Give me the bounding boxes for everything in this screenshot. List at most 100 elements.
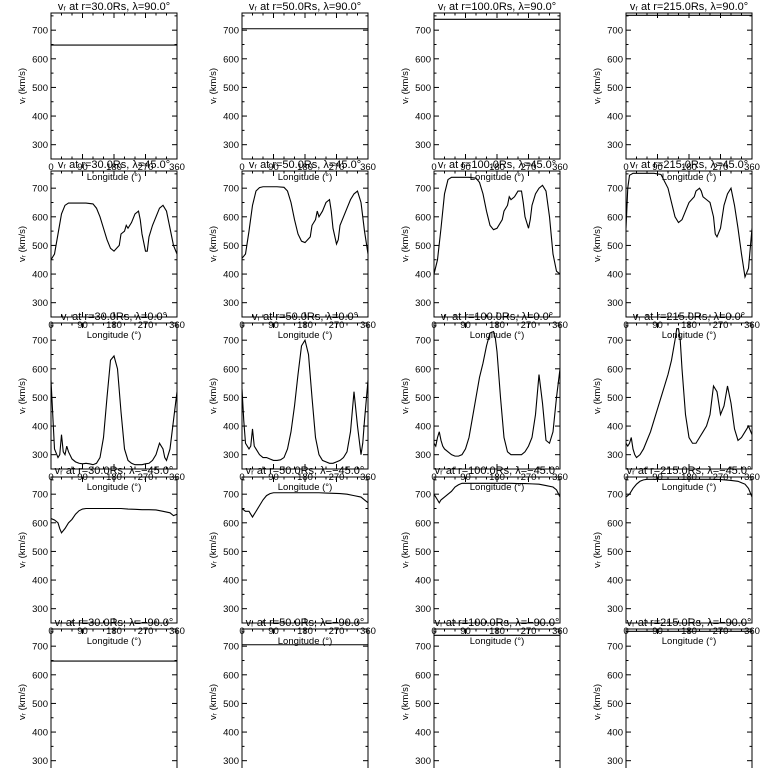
panel-title: vᵣ at r=215.0Rs, λ=0.0° bbox=[633, 311, 745, 323]
y-tick-label: 600 bbox=[607, 518, 623, 529]
y-axis-label: vᵣ (km/s) bbox=[400, 226, 411, 262]
y-tick-label: 500 bbox=[223, 547, 239, 558]
panel-title: vᵣ at r=30.0Rs, λ=−45.0° bbox=[55, 465, 174, 477]
plot-frame bbox=[625, 628, 753, 773]
x-axis-label: Longitude (°) bbox=[87, 172, 142, 183]
panel-1-3: vᵣ at r=100.0Rs, λ=90.0° 0 90 180 270 360 300 4… bbox=[400, 1, 568, 183]
x-tick-label: 180 bbox=[297, 162, 313, 173]
series-line bbox=[434, 330, 560, 457]
x-tick-label: 90 bbox=[460, 162, 471, 173]
x-tick-label: 270 bbox=[329, 162, 345, 173]
x-tick-label: 0 bbox=[239, 162, 244, 173]
plot-frame bbox=[625, 476, 753, 624]
y-tick-label: 400 bbox=[415, 728, 431, 739]
y-tick-label: 700 bbox=[415, 642, 431, 653]
series-line bbox=[51, 354, 177, 466]
x-tick-label: 90 bbox=[77, 162, 88, 173]
series-line bbox=[51, 202, 177, 261]
plot-frame bbox=[50, 476, 178, 624]
plot-frame bbox=[50, 322, 178, 470]
y-tick-label: 700 bbox=[32, 26, 48, 37]
y-tick-label: 600 bbox=[607, 364, 623, 375]
y-tick-label: 300 bbox=[607, 604, 623, 615]
y-axis-label: vᵣ (km/s) bbox=[400, 68, 411, 104]
y-tick-label: 500 bbox=[415, 83, 431, 94]
y-tick-label: 400 bbox=[32, 422, 48, 433]
plot-frame bbox=[433, 628, 561, 773]
x-tick-label: 90 bbox=[652, 162, 663, 173]
y-tick-label: 300 bbox=[32, 298, 48, 309]
series-line bbox=[242, 492, 368, 519]
y-tick-label: 500 bbox=[607, 83, 623, 94]
series-line bbox=[242, 186, 368, 259]
plot-frame bbox=[433, 322, 561, 470]
y-tick-label: 700 bbox=[32, 642, 48, 653]
x-axis-label: Longitude (°) bbox=[470, 482, 525, 493]
x-axis-label: Longitude (°) bbox=[87, 636, 142, 647]
y-tick-label: 300 bbox=[32, 604, 48, 615]
x-axis-label: Longitude (°) bbox=[278, 636, 333, 647]
y-tick-label: 400 bbox=[223, 576, 239, 587]
y-axis-label: vᵣ (km/s) bbox=[17, 68, 28, 104]
y-axis-label: vᵣ (km/s) bbox=[17, 378, 28, 414]
y-axis-label: vᵣ (km/s) bbox=[17, 226, 28, 262]
y-tick-label: 600 bbox=[223, 364, 239, 375]
x-tick-label: 360 bbox=[552, 162, 568, 173]
y-axis-label: vᵣ (km/s) bbox=[592, 226, 603, 262]
y-axis-label: vᵣ (km/s) bbox=[400, 378, 411, 414]
series-line bbox=[434, 482, 560, 504]
y-tick-label: 500 bbox=[223, 83, 239, 94]
y-tick-label: 500 bbox=[415, 699, 431, 710]
x-axis-label: Longitude (°) bbox=[662, 172, 717, 183]
x-axis-label: Longitude (°) bbox=[662, 636, 717, 647]
series-line bbox=[242, 338, 368, 464]
y-tick-label: 600 bbox=[32, 54, 48, 65]
y-axis-label: vᵣ (km/s) bbox=[592, 378, 603, 414]
y-tick-label: 600 bbox=[415, 54, 431, 65]
y-tick-label: 300 bbox=[415, 756, 431, 767]
x-axis-label: Longitude (°) bbox=[278, 482, 333, 493]
y-tick-label: 400 bbox=[607, 728, 623, 739]
y-tick-label: 700 bbox=[607, 490, 623, 501]
y-tick-label: 500 bbox=[607, 547, 623, 558]
y-tick-label: 300 bbox=[415, 298, 431, 309]
panel-title: vᵣ at r=50.0Rs, λ=−90.0° bbox=[246, 617, 365, 629]
y-axis-label: vᵣ (km/s) bbox=[17, 684, 28, 720]
panel-title: vᵣ at r=215.0Rs, λ=45.0° bbox=[630, 159, 748, 171]
y-tick-label: 500 bbox=[223, 241, 239, 252]
y-tick-label: 700 bbox=[607, 184, 623, 195]
series-line bbox=[51, 507, 177, 534]
y-tick-label: 500 bbox=[607, 241, 623, 252]
y-tick-label: 300 bbox=[415, 450, 431, 461]
panel-5-3: vᵣ at r=100.0Rs, λ=−90.0°090180270360300… bbox=[400, 617, 561, 773]
y-tick-label: 500 bbox=[32, 393, 48, 404]
y-tick-label: 400 bbox=[415, 112, 431, 123]
y-axis-label: vᵣ (km/s) bbox=[592, 532, 603, 568]
y-tick-label: 600 bbox=[607, 670, 623, 681]
y-tick-label: 600 bbox=[415, 364, 431, 375]
y-tick-label: 300 bbox=[223, 298, 239, 309]
y-tick-label: 500 bbox=[32, 83, 48, 94]
plot-frame bbox=[433, 476, 561, 624]
x-tick-label: 360 bbox=[169, 162, 185, 173]
y-tick-label: 700 bbox=[415, 490, 431, 501]
panel-5-2: vᵣ at r=50.0Rs, λ=−90.0°0901802703603004… bbox=[208, 617, 369, 773]
panel-2-4: vᵣ at r=215.0Rs, λ=45.0°0 90 180 270 360 300 4… bbox=[592, 159, 760, 341]
y-tick-label: 700 bbox=[415, 184, 431, 195]
x-tick-label: 270 bbox=[138, 162, 154, 173]
y-tick-label: 700 bbox=[415, 26, 431, 37]
y-tick-label: 400 bbox=[223, 112, 239, 123]
panel-title: vᵣ at r=100.0Rs, λ=−45.0° bbox=[435, 465, 560, 477]
y-tick-label: 700 bbox=[607, 642, 623, 653]
y-tick-label: 600 bbox=[32, 670, 48, 681]
panel-2-3: vᵣ at r=100.0Rs, λ=45.0°0 90 180 270 360 300 4… bbox=[400, 159, 568, 341]
x-axis-label: Longitude (°) bbox=[470, 172, 525, 183]
y-axis-label: vᵣ (km/s) bbox=[400, 532, 411, 568]
y-tick-label: 700 bbox=[223, 642, 239, 653]
y-tick-label: 300 bbox=[223, 604, 239, 615]
y-tick-label: 300 bbox=[32, 756, 48, 767]
panel-title: vᵣ at r=50.0Rs, λ=0.0° bbox=[252, 311, 358, 323]
series-line bbox=[626, 328, 752, 459]
y-tick-label: 700 bbox=[607, 26, 623, 37]
plot-frame bbox=[241, 476, 369, 624]
